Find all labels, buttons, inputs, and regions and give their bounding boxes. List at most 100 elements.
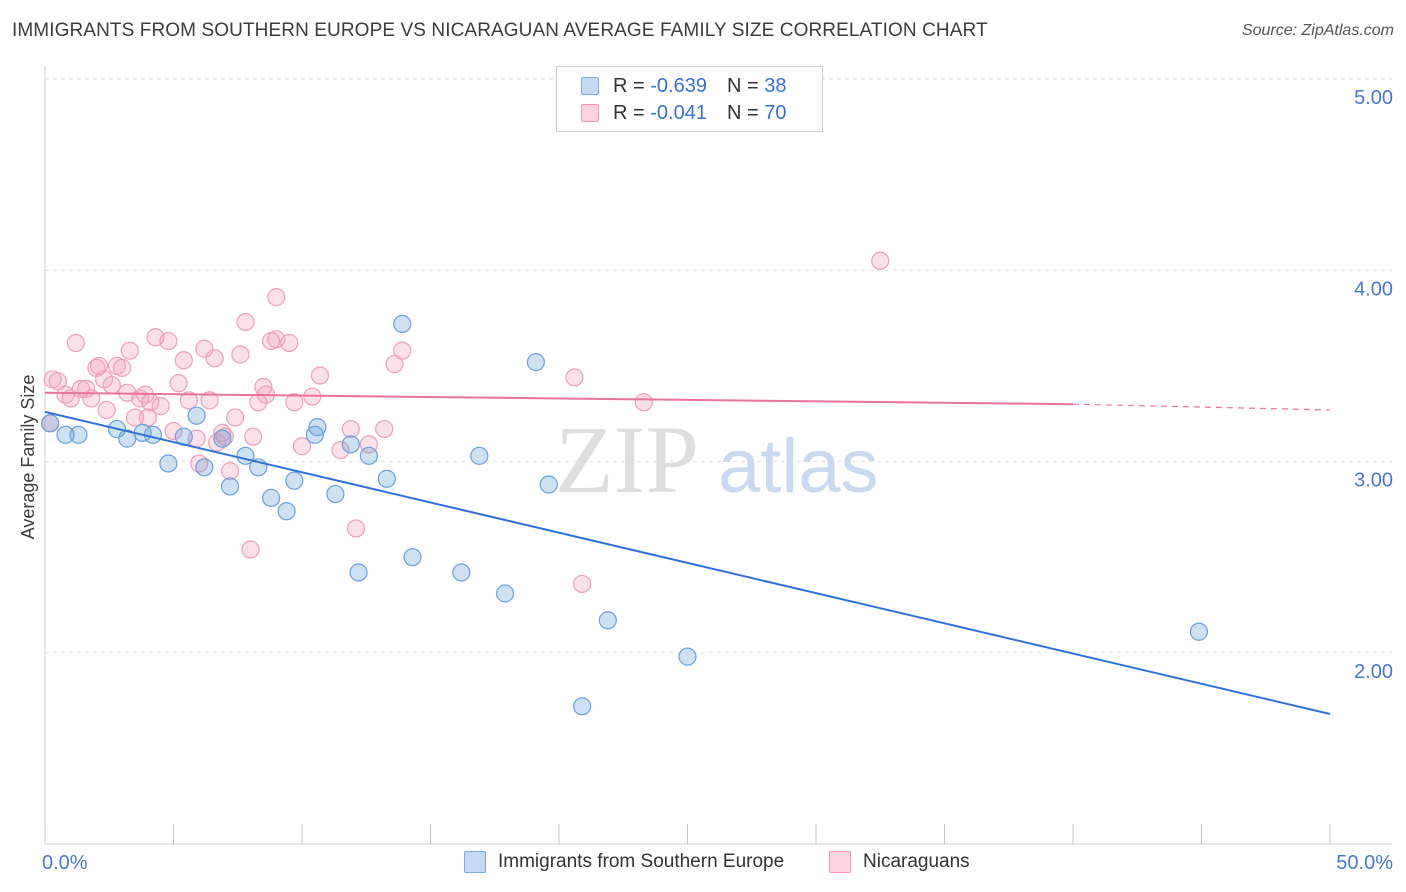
southern-europe-points xyxy=(41,314,1209,716)
nicaraguans-point xyxy=(280,333,299,353)
nicaraguans-point xyxy=(97,400,116,420)
legend-n-label: N = xyxy=(726,101,765,124)
legend-n-value: 70 xyxy=(764,101,787,124)
nicaraguans-trend-extension xyxy=(1072,403,1331,411)
southern-europe-point xyxy=(598,611,617,630)
southern-europe-point xyxy=(213,429,232,448)
nicaraguans-point xyxy=(231,345,250,364)
southern-europe-point xyxy=(341,435,360,454)
watermark-zip: ZIP xyxy=(555,406,699,513)
southern-europe-point xyxy=(285,471,304,490)
legend-r-label: R = xyxy=(613,101,651,124)
nicaraguans-point xyxy=(151,397,170,416)
nicaraguans-point xyxy=(565,368,584,387)
nicaraguans-point xyxy=(236,312,255,332)
southern-europe-point xyxy=(573,697,592,716)
southern-europe-point xyxy=(277,502,296,521)
y-axis-label: Average Family Size xyxy=(18,375,38,540)
southern-europe-trend-line xyxy=(44,410,1331,715)
gridlines xyxy=(45,77,1392,654)
nicaraguans-trend-line xyxy=(44,391,1074,406)
southern-europe-point xyxy=(69,425,88,444)
southern-europe-point xyxy=(359,446,378,465)
southern-europe-point xyxy=(403,548,422,567)
legend-row-southern-europe: R = -0.639 N = 38 xyxy=(581,74,786,98)
series-legend-label: Immigrants from Southern Europe xyxy=(498,851,785,872)
nicaraguans-point xyxy=(292,437,312,456)
nicaraguans-point xyxy=(375,419,394,439)
x-tick-label-max: 50.0% xyxy=(1336,852,1393,874)
trend-lines xyxy=(44,391,1331,715)
source-label: Source: ZipAtlas.com xyxy=(1241,22,1394,39)
nicaraguans-point xyxy=(169,374,188,393)
southern-europe-point xyxy=(349,563,368,582)
series-legend-label: Nicaraguans xyxy=(863,851,970,872)
southern-europe-point xyxy=(220,477,240,496)
southern-europe-point xyxy=(56,425,75,444)
tick-labels: 2.00 3.00 4.00 5.00 0.0% 50.0% xyxy=(42,87,1393,874)
series-legend: Immigrants from Southern Europe Nicaragu… xyxy=(0,851,1406,877)
nicaraguans-point xyxy=(267,288,286,307)
southern-europe-point xyxy=(526,353,545,372)
nicaraguans-point xyxy=(125,408,145,427)
watermark: ZIP atlas xyxy=(555,406,879,513)
legend-r-value: -0.639 xyxy=(650,74,707,97)
stats-legend: R = -0.639 N = 38 R = -0.041 N = 70 xyxy=(556,66,823,132)
nicaraguans-point xyxy=(226,408,245,427)
southern-europe-point xyxy=(195,458,214,477)
series-swatch-blue xyxy=(464,851,486,873)
y-tick-label: 2.00 xyxy=(1354,661,1393,683)
nicaraguans-point xyxy=(634,393,653,412)
southern-europe-point xyxy=(470,446,489,465)
nicaraguans-point xyxy=(112,358,132,377)
southern-europe-point xyxy=(539,475,558,494)
nicaraguans-point xyxy=(66,333,85,353)
nicaraguans-point xyxy=(285,393,304,412)
legend-swatch-pink xyxy=(581,104,599,122)
nicaraguans-point xyxy=(331,440,350,460)
nicaraguans-point xyxy=(164,421,183,441)
y-tick-label: 4.00 xyxy=(1354,278,1393,300)
axes xyxy=(44,66,1392,845)
legend-r-value: -0.041 xyxy=(650,101,707,124)
legend-row-nicaraguans: R = -0.041 N = 70 xyxy=(581,101,786,125)
nicaraguans-point xyxy=(159,331,178,351)
y-tick-label: 5.00 xyxy=(1354,87,1393,109)
nicaraguans-point xyxy=(174,351,193,370)
nicaraguans-point xyxy=(48,372,67,391)
southern-europe-point xyxy=(495,584,515,603)
nicaraguans-point xyxy=(341,419,360,439)
southern-europe-point xyxy=(452,563,471,582)
southern-europe-point xyxy=(1189,622,1209,641)
southern-europe-point xyxy=(143,425,163,444)
chart-title: IMMIGRANTS FROM SOUTHERN EUROPE VS NICAR… xyxy=(12,20,988,41)
legend-r-label: R = xyxy=(613,74,651,97)
legend-n-value: 38 xyxy=(764,74,787,97)
southern-europe-point xyxy=(308,418,327,437)
nicaraguans-point xyxy=(89,356,109,376)
southern-europe-point xyxy=(159,454,178,473)
southern-europe-point xyxy=(262,488,281,507)
nicaraguans-point xyxy=(393,341,412,360)
nicaraguans-point xyxy=(310,366,330,385)
nicaraguans-point xyxy=(205,349,224,368)
watermark-atlas: atlas xyxy=(718,424,879,509)
nicaraguans-point xyxy=(200,391,219,410)
y-tick-label: 3.00 xyxy=(1354,470,1393,492)
legend-swatch-blue xyxy=(581,77,599,95)
nicaraguans-point xyxy=(102,375,121,395)
nicaraguans-point xyxy=(241,540,260,559)
nicaraguans-points xyxy=(41,251,890,594)
southern-europe-point xyxy=(678,647,697,666)
series-legend-southern-europe: Immigrants from Southern Europe xyxy=(464,851,784,873)
nicaraguans-point xyxy=(220,462,240,481)
nicaraguans-point xyxy=(244,427,263,446)
series-legend-nicaraguans: Nicaraguans xyxy=(829,851,970,873)
nicaraguans-point xyxy=(871,251,890,270)
southern-europe-point xyxy=(393,314,412,333)
southern-europe-point xyxy=(326,484,345,504)
series-swatch-pink xyxy=(829,851,851,873)
southern-europe-point xyxy=(187,406,206,425)
nicaraguans-point xyxy=(573,574,592,594)
southern-europe-point xyxy=(41,414,60,433)
